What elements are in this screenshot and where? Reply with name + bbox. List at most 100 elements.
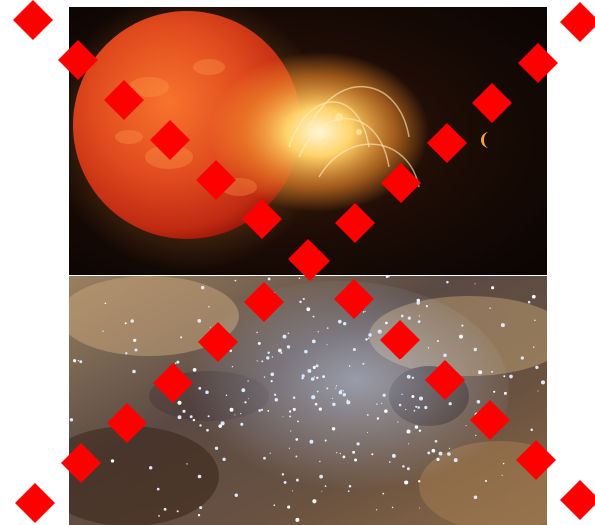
star	[332, 402, 336, 407]
star	[229, 407, 234, 412]
star	[480, 416, 483, 419]
star	[367, 432, 369, 434]
star	[220, 421, 225, 426]
star	[385, 321, 388, 325]
star	[375, 509, 378, 511]
star	[261, 360, 264, 363]
star	[458, 334, 464, 339]
star	[319, 474, 323, 479]
star	[326, 387, 329, 390]
star	[356, 442, 360, 446]
star	[310, 377, 315, 381]
star	[331, 427, 336, 431]
star	[197, 513, 201, 517]
star	[273, 504, 276, 506]
star	[415, 405, 418, 408]
star	[197, 474, 202, 479]
star	[260, 408, 264, 411]
star	[436, 340, 439, 343]
star	[540, 380, 546, 385]
star	[453, 458, 458, 463]
star	[461, 324, 464, 327]
star	[501, 474, 503, 477]
star	[384, 409, 388, 413]
star	[301, 376, 304, 380]
star	[270, 380, 273, 383]
star	[414, 425, 419, 429]
star	[342, 455, 346, 459]
star	[417, 406, 420, 409]
star	[174, 362, 177, 365]
star	[258, 409, 262, 412]
star	[399, 348, 402, 351]
star	[77, 359, 80, 362]
star	[302, 297, 305, 301]
star	[286, 345, 291, 349]
star	[273, 292, 276, 294]
star	[476, 400, 481, 404]
star	[110, 459, 115, 463]
star	[189, 415, 193, 419]
star	[295, 438, 299, 441]
star	[346, 400, 351, 405]
star	[315, 364, 319, 368]
star	[248, 398, 250, 400]
star	[282, 334, 287, 339]
star	[218, 424, 222, 428]
star	[207, 415, 210, 418]
star	[388, 276, 390, 278]
star	[465, 425, 467, 427]
star	[491, 371, 493, 373]
star	[365, 338, 368, 341]
star	[352, 450, 356, 454]
star	[312, 499, 317, 504]
star	[206, 428, 209, 432]
star	[287, 505, 291, 509]
star	[448, 402, 452, 406]
star	[291, 490, 293, 492]
star	[198, 386, 202, 390]
solar-flare	[209, 52, 429, 212]
star	[447, 452, 451, 456]
star	[416, 298, 421, 303]
star	[427, 451, 431, 455]
star	[311, 339, 316, 344]
star	[484, 479, 488, 483]
star-flare-illustration	[69, 7, 547, 275]
star	[225, 394, 228, 396]
star	[434, 439, 438, 443]
star	[489, 307, 491, 309]
star	[133, 338, 137, 342]
star	[520, 356, 524, 360]
star	[503, 391, 507, 395]
star	[304, 349, 308, 354]
star	[287, 332, 290, 335]
star	[313, 376, 316, 378]
star	[391, 506, 394, 509]
star	[104, 302, 107, 305]
star	[316, 376, 319, 379]
star	[530, 428, 533, 432]
star	[208, 306, 210, 308]
star	[366, 413, 369, 416]
star	[424, 405, 428, 410]
star	[316, 390, 319, 393]
star	[406, 374, 411, 379]
star	[318, 407, 322, 411]
star	[290, 430, 292, 432]
star	[180, 336, 183, 339]
star	[301, 374, 305, 378]
star	[283, 480, 287, 484]
star	[522, 463, 524, 465]
star	[257, 341, 261, 345]
star	[176, 510, 179, 513]
star	[338, 390, 343, 395]
star	[441, 374, 443, 376]
star	[267, 303, 271, 307]
star	[346, 399, 348, 401]
star	[282, 416, 284, 418]
star	[234, 493, 238, 497]
star	[326, 327, 329, 329]
star	[156, 487, 160, 491]
star	[267, 410, 270, 412]
